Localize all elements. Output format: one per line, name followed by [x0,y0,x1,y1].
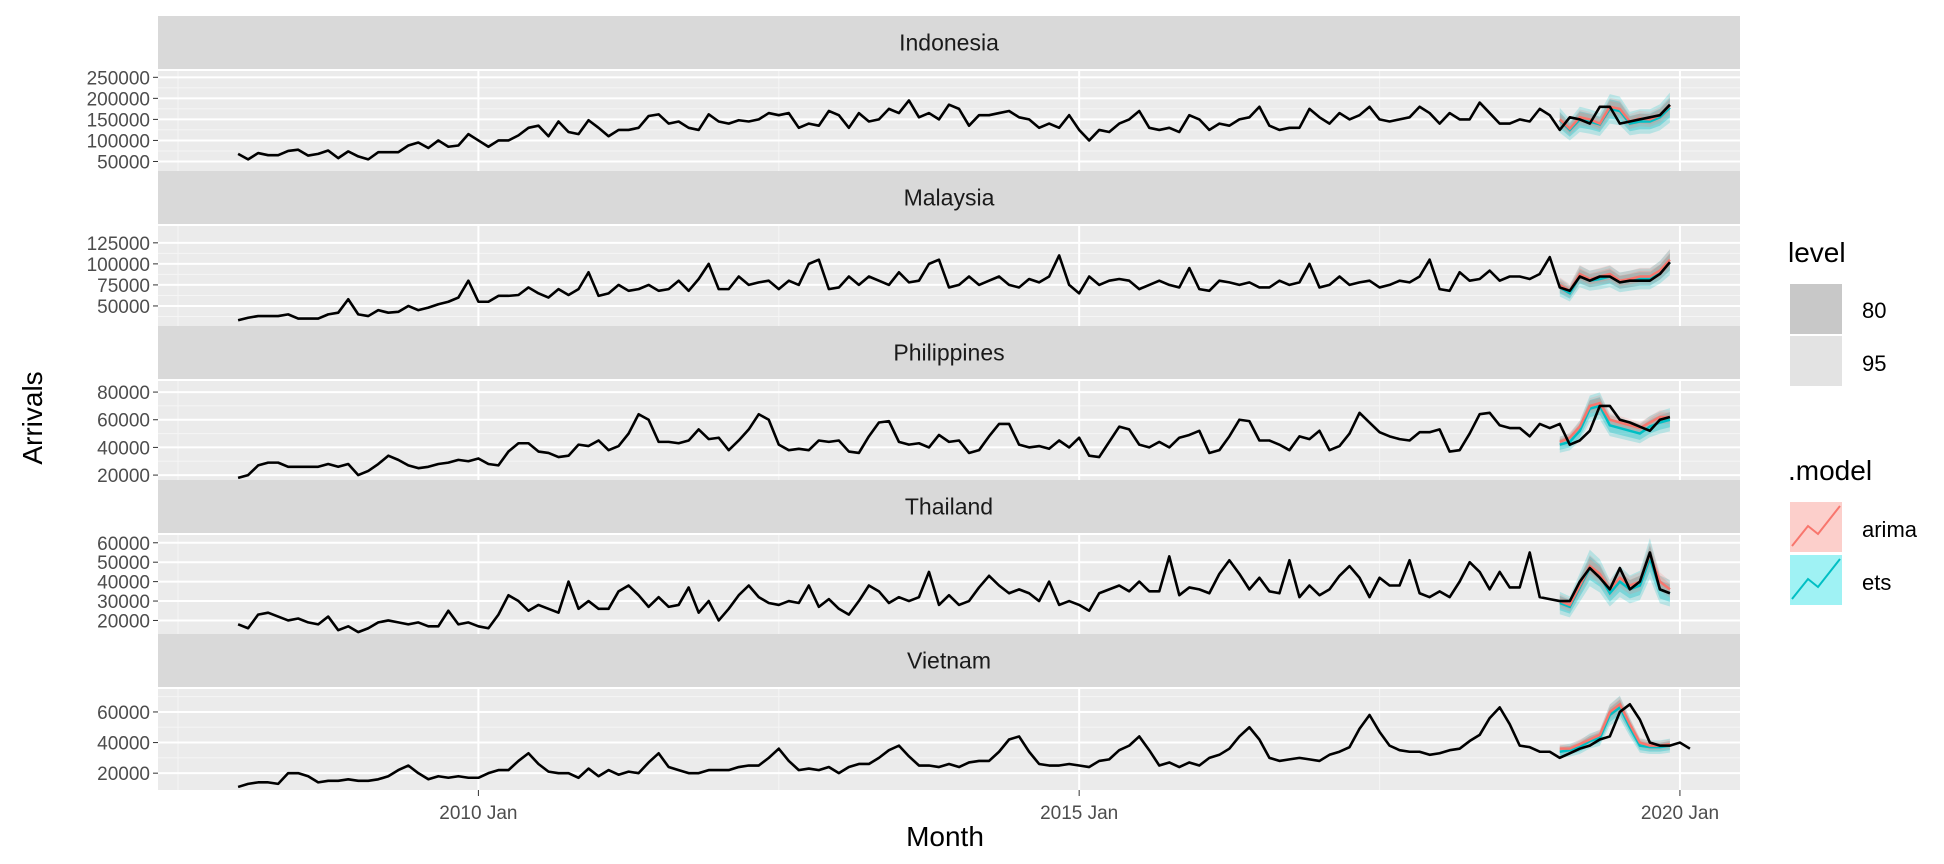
ets-forecast-line [1559,404,1671,446]
legend-key-ets [1790,555,1842,605]
arima-95-band [1559,696,1670,754]
legend: level 80 95 .model arima ets [1788,237,1918,605]
arima-95-band [1559,249,1670,298]
legend-label-95: 95 [1862,351,1886,376]
y-tick-label: 20000 [97,764,150,785]
x-tick-label: 2015 Jan [1040,803,1118,824]
y-tick-label: 250000 [87,68,150,89]
y-tick-label: 60000 [97,703,150,724]
y-tick-label: 50000 [97,152,150,173]
y-tick-label: 30000 [97,592,150,613]
strip-vietnam [158,634,1740,687]
x-tick-label: 2020 Jan [1641,803,1719,824]
legend-title-model: .model [1788,455,1872,486]
strip-philippines [158,326,1740,379]
legend-key-arima [1790,502,1842,552]
strip-indonesia [158,16,1740,69]
observed-line-philippines [237,404,1671,480]
legend-label-arima: arima [1862,517,1918,542]
legend-key-line [1791,505,1841,547]
y-tick-label: 80000 [97,383,150,404]
panel-vietnam: Vietnam 20000 40000 60000 [97,634,1740,790]
y-tick-label: 100000 [87,131,150,152]
ets-forecast-line [1558,106,1671,132]
legend-title-level: level [1788,237,1846,268]
y-tick-label: 200000 [87,89,150,110]
legend-label-80: 80 [1862,298,1886,323]
strip-malaysia [158,171,1740,224]
legend-label-ets: ets [1862,570,1891,595]
strip-label-philippines: Philippines [893,340,1004,366]
panel-philippines: Philippines 20000 40000 60000 80000 [97,326,1740,487]
y-tick-label: 50000 [97,297,150,318]
arima-forecast-line [1559,401,1670,444]
y-tick-label: 40000 [97,734,150,755]
y-tick-label: 60000 [97,534,150,555]
plot-bg-thailand [158,535,1740,636]
plot-bg-indonesia [158,71,1740,172]
observed-line-indonesia [237,99,1671,161]
strip-label-indonesia: Indonesia [899,30,999,56]
strip-label-malaysia: Malaysia [904,185,995,211]
observed-line-malaysia [237,254,1671,322]
y-tick-label: 20000 [97,466,150,487]
y-tick-label: 125000 [87,234,150,255]
y-tick-label: 50000 [97,553,150,574]
arima-80-band [1559,699,1670,752]
plot-bg-vietnam [158,689,1740,790]
strip-thailand [158,480,1740,533]
y-tick-label: 40000 [97,438,150,459]
panels: Indonesia50000100000150000200000250000Ma… [87,16,1740,790]
y-tick-label: 75000 [97,276,150,297]
y-tick-label: 20000 [97,611,150,632]
legend-key-band [1790,502,1842,552]
observed-line-vietnam [237,703,1691,789]
x-axis-title: Month [906,821,984,852]
ets-forecast-line [1559,705,1671,753]
legend-swatch-95 [1790,336,1842,386]
ets-95-band [1559,249,1670,302]
y-tick-label: 40000 [97,573,150,594]
x-tick-label: 2010 Jan [439,803,517,824]
y-tick-label: 60000 [97,411,150,432]
y-tick-label: 150000 [87,110,150,131]
strip-label-vietnam: Vietnam [907,648,991,674]
legend-key-band [1790,555,1842,605]
legend-key-line [1791,558,1841,600]
strip-label-thailand: Thailand [905,494,993,520]
arima-forecast-line [1559,702,1671,750]
plot-bg-philippines [158,381,1740,482]
legend-swatch-80 [1790,284,1842,334]
y-axis-title: Arrivals [17,371,48,464]
arima-80-band [1559,252,1670,296]
ets-95-band [1559,392,1670,453]
x-axis: 2010 Jan 2015 Jan 2020 Jan [439,790,1719,824]
observed-line-thailand [237,551,1671,634]
y-tick-label: 100000 [87,255,150,276]
